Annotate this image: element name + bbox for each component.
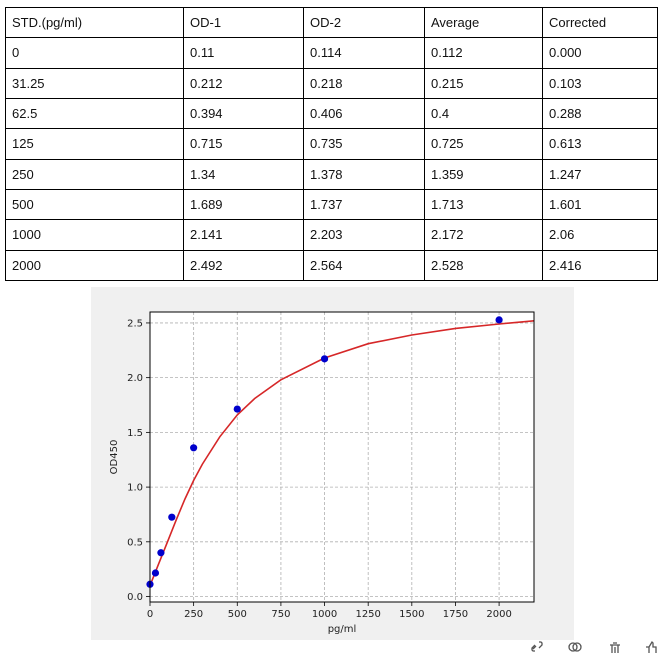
axes: 0 250 500 750 1000 1250 1500 1750 2000 0.0 0.5 1.0 1… <box>127 318 512 620</box>
table-row: 1000 2.141 2.203 2.172 2.06 <box>5 219 658 251</box>
y-axis-label: OD450 <box>109 440 120 475</box>
data-point <box>151 569 160 577</box>
y-tick-label: 0.0 <box>127 592 143 603</box>
table-cell: 0.735 <box>303 128 425 160</box>
table-cell: 0.394 <box>183 97 304 130</box>
standard-curve-chart: 0 250 500 750 1000 1250 1500 1750 2000 0.0 0.5 1.0 1… <box>91 287 574 640</box>
table-cell: 2.416 <box>542 249 658 282</box>
table-cell: 0.215 <box>424 67 543 99</box>
plot-area <box>150 312 534 602</box>
table-cell: 1.689 <box>183 188 304 221</box>
x-axis-label: pg/ml <box>328 624 357 635</box>
x-tick-label: 500 <box>228 609 247 620</box>
table-cell: 1.601 <box>542 188 658 221</box>
table-row: 31.25 0.212 0.218 0.215 0.103 <box>5 67 658 99</box>
copy-icon[interactable] <box>568 640 582 653</box>
table-cell: 0 <box>5 37 184 69</box>
data-point <box>233 405 241 413</box>
table-cell: 1.34 <box>183 158 304 190</box>
table-cell: 125 <box>5 128 184 160</box>
table-row: 0 0.11 0.114 0.112 0.000 <box>5 37 658 69</box>
table-cell: 0.725 <box>424 128 543 160</box>
table-cell: 0.613 <box>542 128 658 160</box>
x-tick-label: 750 <box>271 609 290 620</box>
table-cell: 0.11 <box>183 37 304 69</box>
x-tick-label: 250 <box>184 609 203 620</box>
table-cell: 0.288 <box>542 97 658 130</box>
table-cell: 2.528 <box>424 249 543 282</box>
table-row: 62.5 0.394 0.406 0.4 0.288 <box>5 97 658 130</box>
header-od1: OD-1 <box>183 6 304 39</box>
data-point <box>320 355 329 363</box>
table-cell: 250 <box>5 158 184 190</box>
table-cell: 1000 <box>5 219 184 251</box>
table-cell: 2.141 <box>183 219 304 251</box>
x-tick-label: 1000 <box>312 609 337 620</box>
table-cell: 0.406 <box>303 97 425 130</box>
table-cell: 31.25 <box>5 67 184 99</box>
table-cell: 1.247 <box>542 158 658 190</box>
header-od2: OD-2 <box>303 6 425 39</box>
plot-frame <box>149 311 535 603</box>
y-tick-label: 0.5 <box>127 537 143 548</box>
data-point <box>495 316 503 324</box>
table-cell: 0.715 <box>183 128 304 160</box>
table-cell: 1.713 <box>424 188 543 221</box>
table-cell: 0.114 <box>303 37 425 69</box>
x-tick-label: 1750 <box>443 609 468 620</box>
table-header-row: STD.(pg/ml) OD-1 OD-2 Average Corrected <box>5 6 658 39</box>
data-point <box>190 444 198 452</box>
link-icon[interactable] <box>530 640 544 653</box>
table-cell: 2000 <box>5 249 184 282</box>
table-cell: 2.564 <box>303 249 425 282</box>
table-cell: 500 <box>5 188 184 221</box>
toolbar <box>520 640 664 653</box>
y-tick-label: 2.5 <box>127 318 143 329</box>
delete-icon[interactable] <box>608 640 622 653</box>
thumbs-up-icon[interactable] <box>644 640 658 653</box>
table-cell: 1.359 <box>424 158 543 190</box>
x-tick-label: 0 <box>147 609 153 620</box>
y-tick-label: 1.0 <box>127 483 143 494</box>
data-point <box>168 513 176 521</box>
y-tick-label: 2.0 <box>127 373 143 384</box>
table-row: 125 0.715 0.735 0.725 0.613 <box>5 128 658 160</box>
data-point <box>157 549 165 557</box>
table-cell: 2.172 <box>424 219 543 251</box>
table-cell: 1.378 <box>303 158 425 190</box>
y-tick-label: 1.5 <box>127 428 143 439</box>
table-cell: 0.4 <box>424 97 543 130</box>
x-tick-label: 1250 <box>355 609 380 620</box>
table-cell: 62.5 <box>5 97 184 130</box>
chart-canvas: 0 250 500 750 1000 1250 1500 1750 2000 0.0 0.5 1.0 1… <box>109 311 535 635</box>
header-corrected: Corrected <box>542 6 658 39</box>
standard-table: STD.(pg/ml) OD-1 OD-2 Average Corrected … <box>5 6 658 282</box>
x-tick-label: 2000 <box>486 609 511 620</box>
header-average: Average <box>424 6 543 39</box>
table-row: 2000 2.492 2.564 2.528 2.416 <box>5 249 658 282</box>
x-tick-label: 1500 <box>399 609 424 620</box>
table-cell: 2.203 <box>303 219 425 251</box>
grid <box>149 312 534 602</box>
table-cell: 2.06 <box>542 219 658 251</box>
table-cell: 0.103 <box>542 67 658 99</box>
table-cell: 0.000 <box>542 37 658 69</box>
table-row: 250 1.34 1.378 1.359 1.247 <box>5 158 658 190</box>
table-cell: 0.212 <box>183 67 304 99</box>
table-cell: 0.218 <box>303 67 425 99</box>
table-cell: 2.492 <box>183 249 304 282</box>
table-cell: 1.737 <box>303 188 425 221</box>
table-cell: 0.112 <box>424 37 543 69</box>
table-row: 500 1.689 1.737 1.713 1.601 <box>5 188 658 221</box>
header-std: STD.(pg/ml) <box>5 6 184 39</box>
data-points <box>146 316 503 588</box>
